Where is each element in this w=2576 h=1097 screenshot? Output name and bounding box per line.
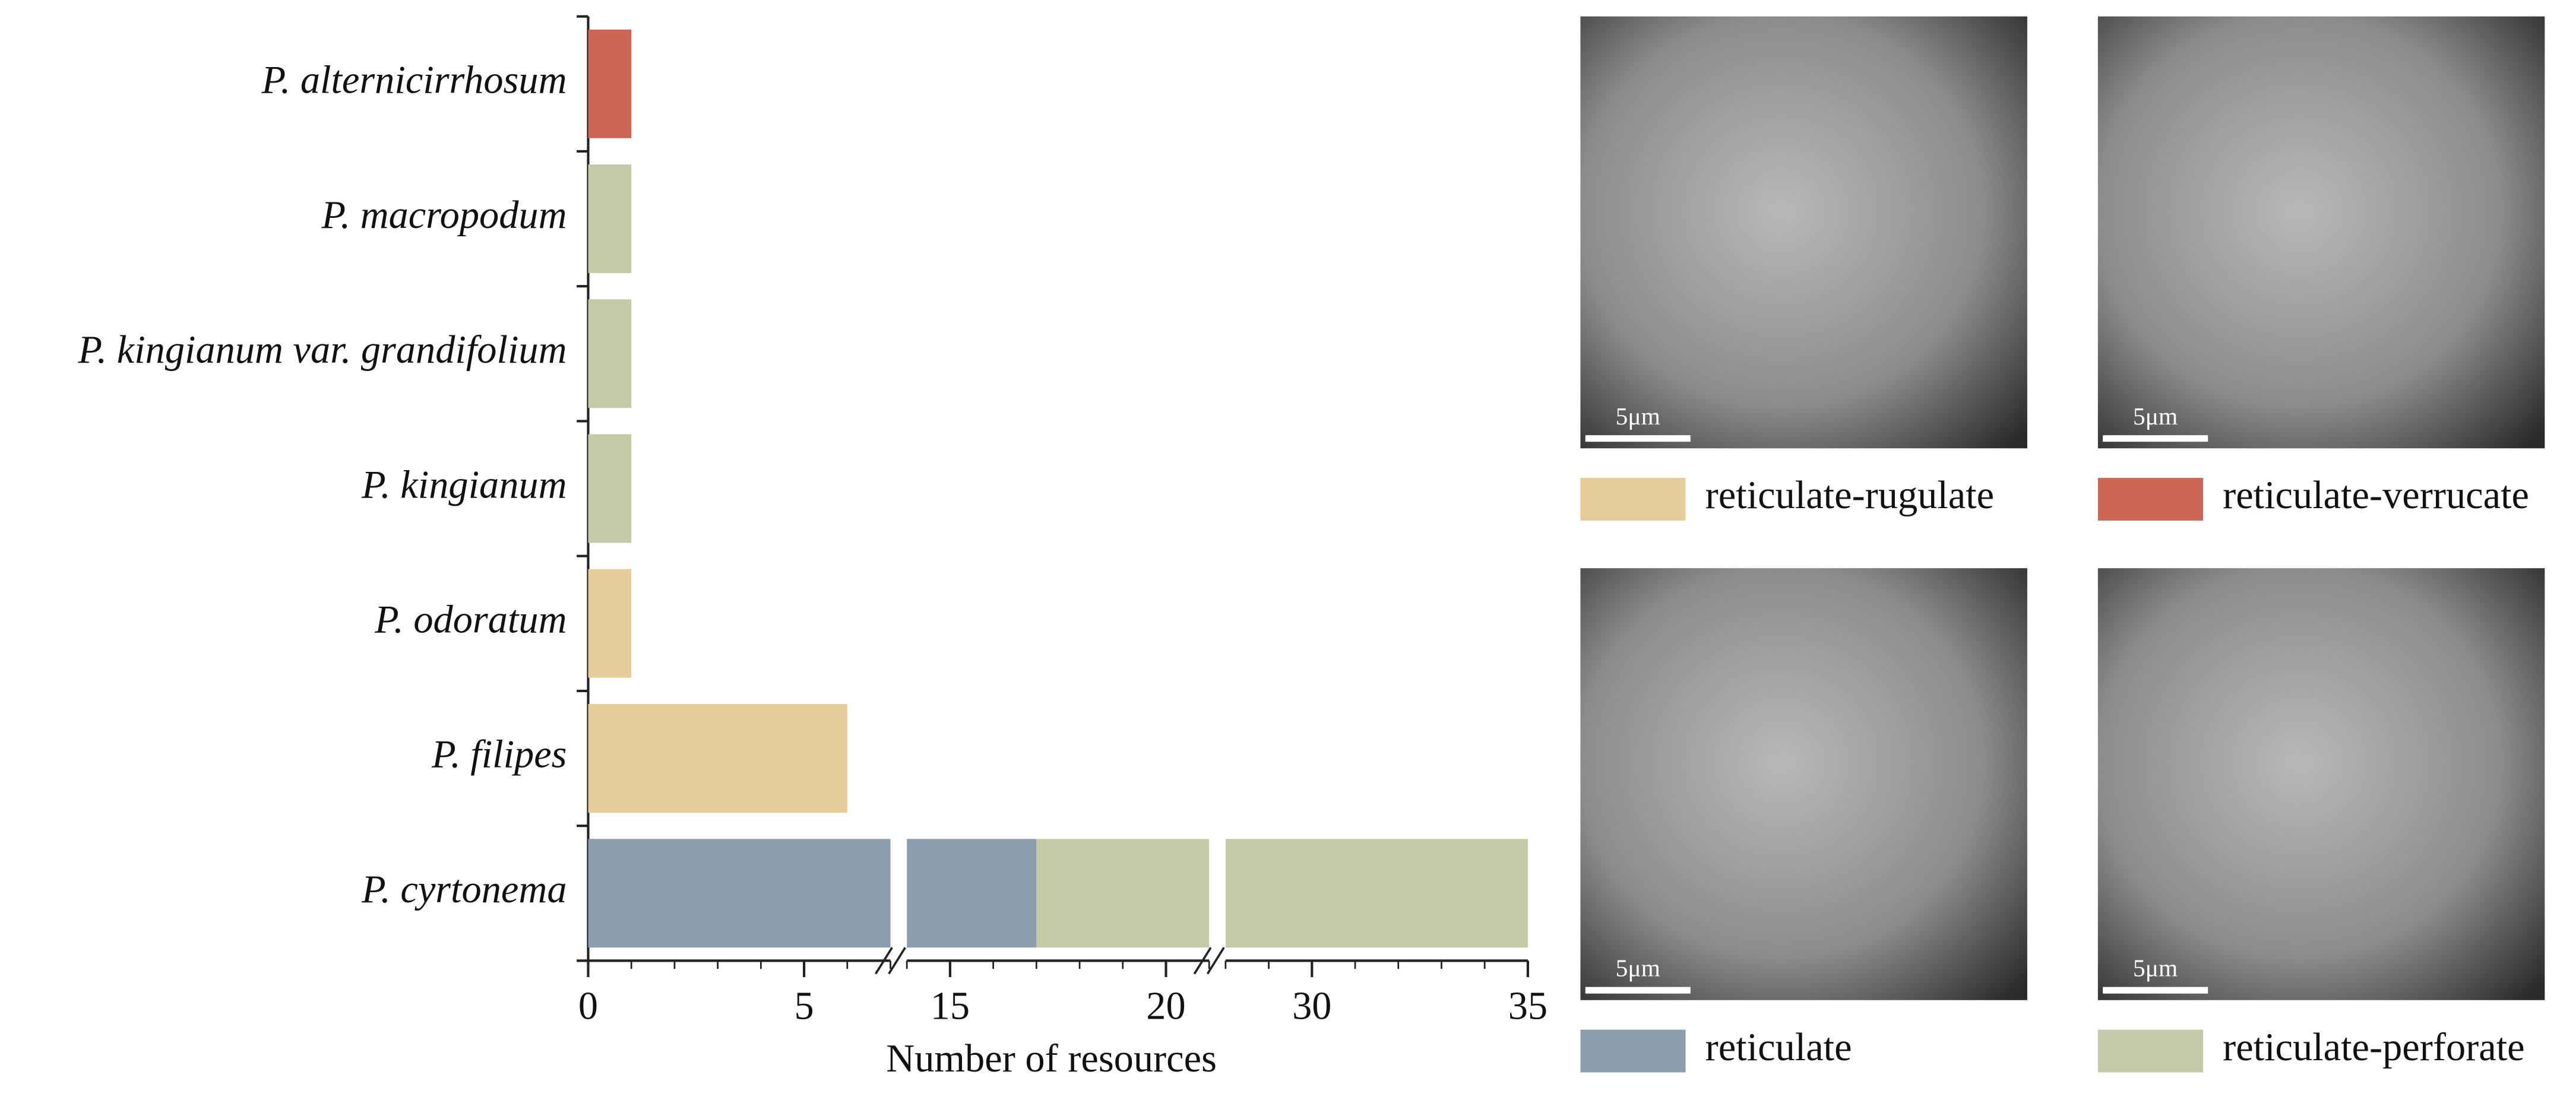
- legend-swatch: [1580, 478, 1686, 521]
- bar: [588, 164, 632, 274]
- legend-swatch: [2097, 1029, 2203, 1073]
- legend-swatch: [2097, 478, 2203, 521]
- legend-label: reticulate-rugulate: [1705, 474, 1994, 517]
- sem-image: [1580, 568, 2027, 1000]
- scale-bar-label: 5μm: [2133, 402, 2178, 430]
- legend-label: reticulate-perforate: [2223, 1026, 2525, 1069]
- sem-image: [2097, 16, 2545, 449]
- bar: [907, 839, 1037, 948]
- axis-break: [1193, 947, 1212, 975]
- category-label: P. macropodum: [321, 194, 567, 237]
- x-tick-label: 5: [794, 985, 814, 1028]
- x-axis-label: Number of resources: [886, 1037, 1217, 1080]
- bar: [1036, 839, 1210, 948]
- x-tick-label: 0: [578, 985, 598, 1028]
- axis-break: [875, 947, 893, 975]
- x-tick-label: 35: [1508, 985, 1548, 1028]
- category-label: P. kingianum: [361, 463, 567, 506]
- bar: [588, 839, 891, 948]
- category-label: P. filipes: [431, 733, 567, 776]
- legend-swatch: [1580, 1029, 1686, 1073]
- category-label: P. kingianum var. grandifolium: [78, 328, 567, 372]
- x-tick-label: 30: [1292, 985, 1331, 1028]
- category-label: P. alternicirrhosum: [261, 59, 567, 102]
- x-tick-label: 20: [1146, 985, 1185, 1028]
- x-tick-label: 15: [931, 985, 970, 1028]
- bar: [588, 434, 632, 543]
- bar: [588, 29, 632, 138]
- bar: [588, 299, 632, 408]
- sem-image: [2097, 568, 2545, 1000]
- bar: [1225, 839, 1528, 948]
- legend-label: reticulate: [1705, 1026, 1852, 1069]
- scale-bar-label: 5μm: [1616, 402, 1660, 430]
- category-label: P. odoratum: [374, 598, 567, 642]
- legend-label: reticulate-verrucate: [2223, 474, 2529, 517]
- bar: [588, 704, 847, 813]
- scale-bar-label: 5μm: [1616, 954, 1660, 981]
- scale-bar-label: 5μm: [2133, 954, 2178, 981]
- category-label: P. cyrtonema: [361, 868, 567, 911]
- bar: [588, 569, 632, 678]
- sem-image: [1580, 16, 2027, 449]
- axis-break: [1206, 947, 1225, 975]
- axis-break: [888, 947, 906, 975]
